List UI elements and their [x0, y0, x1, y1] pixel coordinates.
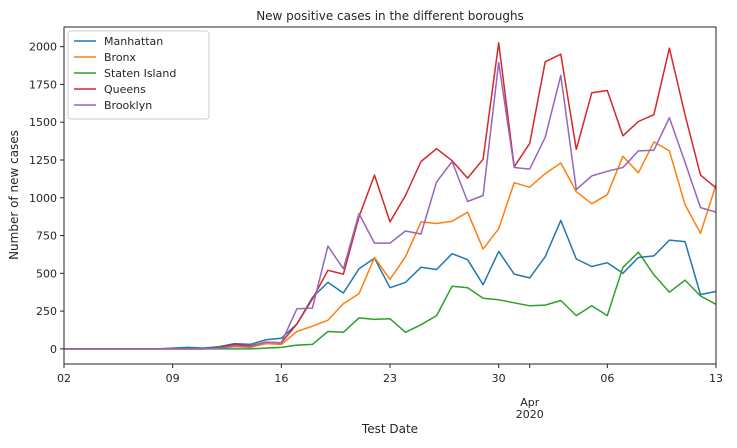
y-tick-label: 2000: [29, 41, 57, 54]
y-tick-label: 1000: [29, 192, 57, 205]
y-tick-label: 500: [36, 267, 57, 280]
x-year-label: 2020: [516, 408, 544, 421]
series-line-manhattan: [64, 219, 717, 350]
x-tick-label: 16: [274, 372, 288, 385]
x-tick-label: 23: [383, 372, 397, 385]
legend-label: Manhattan: [104, 35, 163, 48]
x-tick-label: 06: [600, 372, 614, 385]
x-tick-label: 02: [57, 372, 71, 385]
legend-label: Bronx: [104, 51, 137, 64]
x-tick-label: 13: [709, 372, 723, 385]
y-tick-label: 1750: [29, 78, 57, 91]
y-tick-label: 750: [36, 230, 57, 243]
series-line-staten-island: [64, 251, 717, 350]
plot-frame: [63, 26, 717, 365]
x-tick-label: 30: [492, 372, 506, 385]
axis-ticks: 0 250 500 750 1000 1250 1500 1750 2000 02 09 16 23 30…: [29, 41, 723, 421]
legend-label: Queens: [104, 83, 146, 96]
x-tick-label: 09: [166, 372, 180, 385]
chart-title: New positive cases in the different boro…: [256, 9, 524, 23]
series-line-bronx: [64, 141, 717, 350]
y-tick-label: 0: [50, 343, 57, 356]
series-line-brooklyn: [64, 61, 717, 350]
x-month-label: Apr: [520, 396, 540, 409]
series-lines: [64, 42, 717, 350]
x-axis-title: Test Date: [361, 422, 418, 436]
y-axis-title: Number of new cases: [7, 130, 21, 260]
y-tick-label: 1250: [29, 154, 57, 167]
legend-label: Staten Island: [104, 67, 176, 80]
legend-box: [67, 30, 210, 120]
legend: Manhattan Bronx Staten Island Queens Brookly…: [67, 30, 210, 120]
y-tick-label: 1500: [29, 116, 57, 129]
y-tick-label: 250: [36, 305, 57, 318]
legend-label: Brooklyn: [104, 99, 152, 112]
